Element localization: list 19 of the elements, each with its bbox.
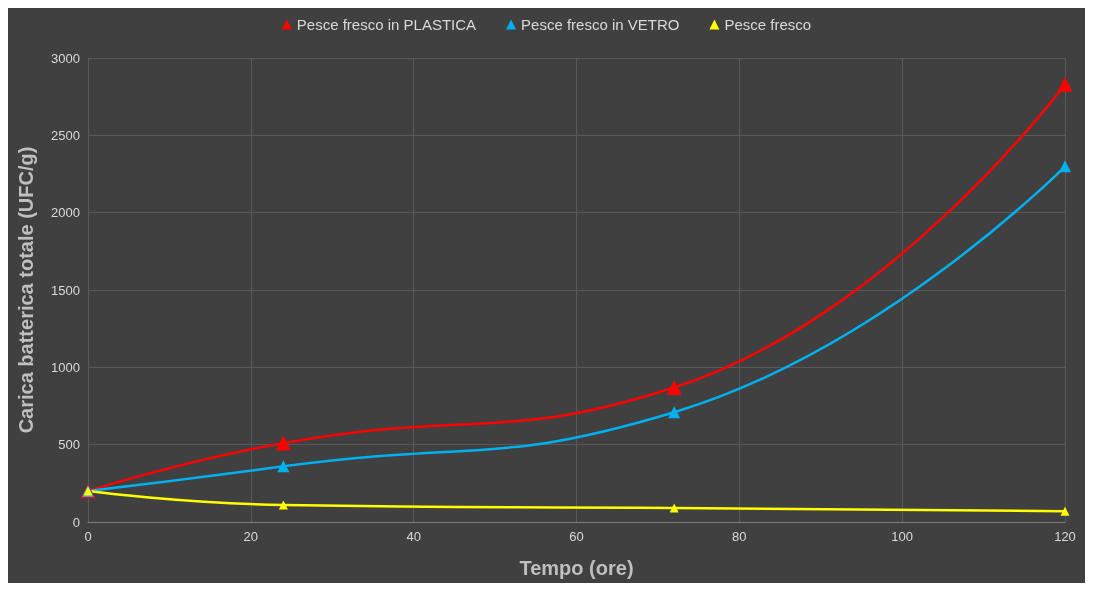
y-axis-title: Carica batterica totale (UFC/g) [15,146,37,434]
y-tick-label: 1500 [51,282,80,298]
x-tick-label: 60 [569,529,584,544]
y-tick-label: 1000 [51,359,80,375]
x-tick-label: 20 [243,529,259,544]
legend-label: Pesce fresco [724,16,812,33]
y-tick-label: 3000 [51,50,80,66]
y-tick-label: 500 [58,437,80,453]
x-tick-label: 40 [406,529,421,544]
y-tick-label: 2000 [51,205,80,221]
x-tick-label: 100 [891,529,914,544]
y-tick-label: 0 [72,514,80,530]
legend-label: Pesce fresco in PLASTICA [296,16,477,33]
x-tick-label: 120 [1054,529,1076,544]
x-tick-label: 0 [84,529,92,544]
y-tick-label: 2500 [51,127,80,143]
legend-label: Pesce fresco in VETRO [521,16,680,33]
x-axis-title: Tempo (ore) [519,557,634,579]
x-tick-label: 80 [732,529,747,544]
